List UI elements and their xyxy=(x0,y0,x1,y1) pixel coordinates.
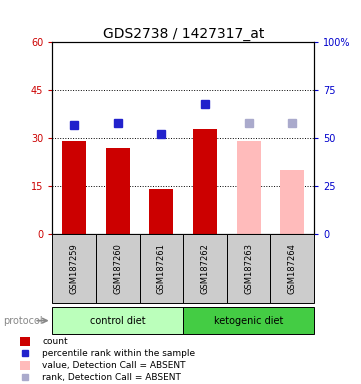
Text: GSM187262: GSM187262 xyxy=(200,243,209,294)
Text: percentile rank within the sample: percentile rank within the sample xyxy=(42,349,195,358)
Bar xyxy=(140,234,183,303)
Bar xyxy=(19,361,30,369)
Bar xyxy=(96,234,140,303)
Text: ketogenic diet: ketogenic diet xyxy=(214,316,283,326)
Bar xyxy=(52,234,96,303)
Title: GDS2738 / 1427317_at: GDS2738 / 1427317_at xyxy=(103,27,264,41)
Bar xyxy=(280,170,304,234)
Text: control diet: control diet xyxy=(90,316,145,326)
Bar xyxy=(183,307,314,334)
Text: GSM187259: GSM187259 xyxy=(70,243,79,294)
Bar xyxy=(237,141,261,234)
Text: GSM187263: GSM187263 xyxy=(244,243,253,294)
Bar xyxy=(52,307,183,334)
Bar xyxy=(270,234,314,303)
Text: GSM187264: GSM187264 xyxy=(288,243,297,294)
Bar xyxy=(183,234,227,303)
Bar xyxy=(106,148,130,234)
Bar xyxy=(19,337,30,346)
Bar xyxy=(62,141,86,234)
Text: GSM187260: GSM187260 xyxy=(113,243,122,294)
Bar xyxy=(227,234,270,303)
Text: count: count xyxy=(42,337,68,346)
Text: GSM187261: GSM187261 xyxy=(157,243,166,294)
Text: rank, Detection Call = ABSENT: rank, Detection Call = ABSENT xyxy=(42,372,181,382)
Text: protocol: protocol xyxy=(4,316,43,326)
Bar xyxy=(149,189,173,234)
Bar xyxy=(193,129,217,234)
Text: value, Detection Call = ABSENT: value, Detection Call = ABSENT xyxy=(42,361,186,369)
